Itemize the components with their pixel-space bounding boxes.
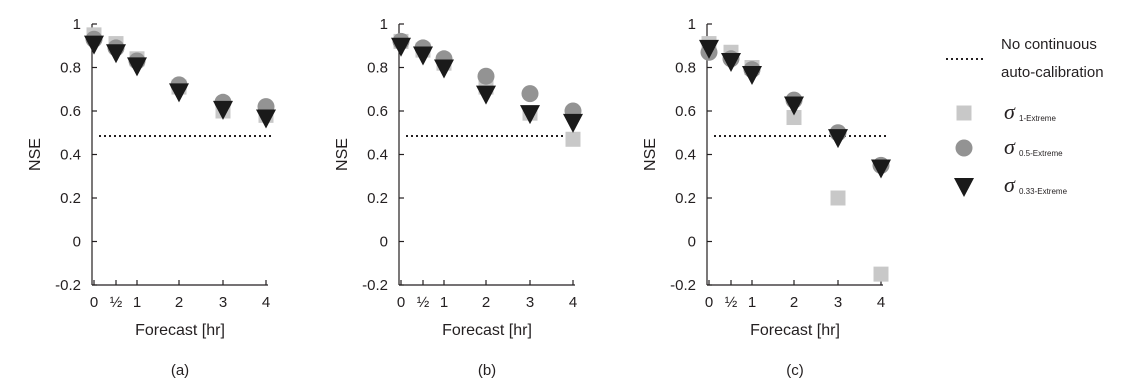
x-tick-label: 1 — [440, 294, 448, 311]
y-tick-label: 0.2 — [675, 190, 696, 207]
y-tick-label: 1 — [688, 16, 696, 33]
triangle-point — [413, 46, 433, 66]
x-tick-label: 4 — [877, 294, 885, 311]
triangle-point — [169, 83, 189, 103]
square-point — [786, 110, 802, 126]
x-tick-label: 0 — [705, 294, 713, 311]
triangle-point — [476, 85, 496, 105]
x-tick-label: ½ — [417, 294, 430, 311]
x-tick-label: 0 — [90, 294, 98, 311]
y-axis-title: NSE — [27, 138, 44, 171]
x-tick-label: 4 — [262, 294, 270, 311]
y-tick-label: 0 — [73, 234, 81, 251]
y-tick-label: 0.8 — [675, 60, 696, 77]
x-axis-title: Forecast [hr] — [442, 322, 532, 339]
x-tick-label: 4 — [569, 294, 577, 311]
x-tick-label: 3 — [834, 294, 842, 311]
triangle-point — [84, 35, 104, 55]
triangle-point — [721, 52, 741, 72]
x-tick-label: 1 — [748, 294, 756, 311]
x-tick-label: 1 — [133, 294, 141, 311]
x-tick-label: 3 — [219, 294, 227, 311]
legend-sigma-symbol: σ — [1004, 172, 1016, 197]
triangle-point — [391, 37, 411, 57]
triangle-point — [106, 44, 126, 64]
triangle-point — [256, 109, 276, 129]
panel-caption: (c) — [786, 362, 804, 379]
x-tick-label: 2 — [175, 294, 183, 311]
legend-circle-swatch — [955, 139, 973, 157]
y-tick-label: 0.8 — [367, 60, 388, 77]
y-tick-label: 0 — [688, 234, 696, 251]
y-tick-label: 0.6 — [675, 103, 696, 120]
square-point — [565, 131, 581, 147]
x-tick-label: ½ — [725, 294, 738, 311]
y-tick-label: -0.2 — [362, 277, 388, 294]
y-tick-label: 0.4 — [675, 147, 696, 164]
panel-caption: (b) — [478, 362, 496, 379]
x-tick-label: 2 — [790, 294, 798, 311]
x-tick-label: ½ — [110, 294, 123, 311]
triangle-point — [699, 39, 719, 59]
x-tick-label: 2 — [482, 294, 490, 311]
y-tick-label: -0.2 — [55, 277, 81, 294]
legend-sigma-symbol: σ — [1004, 99, 1016, 124]
triangle-point — [784, 96, 804, 116]
circle-point — [521, 85, 539, 103]
legend-subscript: 0.33-Extreme — [1019, 187, 1068, 196]
triangle-point — [127, 57, 147, 77]
x-tick-label: 0 — [397, 294, 405, 311]
triangle-point — [213, 100, 233, 120]
x-axis-title: Forecast [hr] — [135, 322, 225, 339]
circle-point — [477, 67, 495, 85]
legend-square-swatch — [956, 105, 972, 121]
y-tick-label: 1 — [73, 16, 81, 33]
y-tick-label: -0.2 — [670, 277, 696, 294]
triangle-point — [434, 59, 454, 79]
y-tick-label: 0.2 — [367, 190, 388, 207]
triangle-point — [828, 129, 848, 149]
panel-caption: (a) — [171, 362, 189, 379]
y-axis-title: NSE — [334, 138, 351, 171]
legend-sigma-symbol: σ — [1004, 134, 1016, 159]
legend-triangle-swatch — [954, 178, 974, 197]
legend-baseline-label: auto-calibration — [1001, 64, 1104, 81]
y-axis-title: NSE — [642, 138, 659, 171]
legend-subscript: 1-Extreme — [1019, 114, 1056, 123]
x-axis-title: Forecast [hr] — [750, 322, 840, 339]
y-tick-label: 0.4 — [60, 147, 81, 164]
y-tick-label: 0.2 — [60, 190, 81, 207]
y-tick-label: 0.6 — [367, 103, 388, 120]
triangle-point — [520, 105, 540, 125]
y-tick-label: 1 — [380, 16, 388, 33]
x-tick-label: 3 — [526, 294, 534, 311]
triangle-point — [871, 159, 891, 179]
legend-subscript: 0.5-Extreme — [1019, 149, 1063, 158]
legend-baseline-label: No continuous — [1001, 36, 1097, 53]
square-point — [873, 266, 889, 282]
triangle-point — [742, 66, 762, 86]
triangle-point — [563, 113, 583, 133]
y-tick-label: 0.6 — [60, 103, 81, 120]
square-point — [830, 190, 846, 206]
y-tick-label: 0.8 — [60, 60, 81, 77]
y-tick-label: 0.4 — [367, 147, 388, 164]
y-tick-label: 0 — [380, 234, 388, 251]
